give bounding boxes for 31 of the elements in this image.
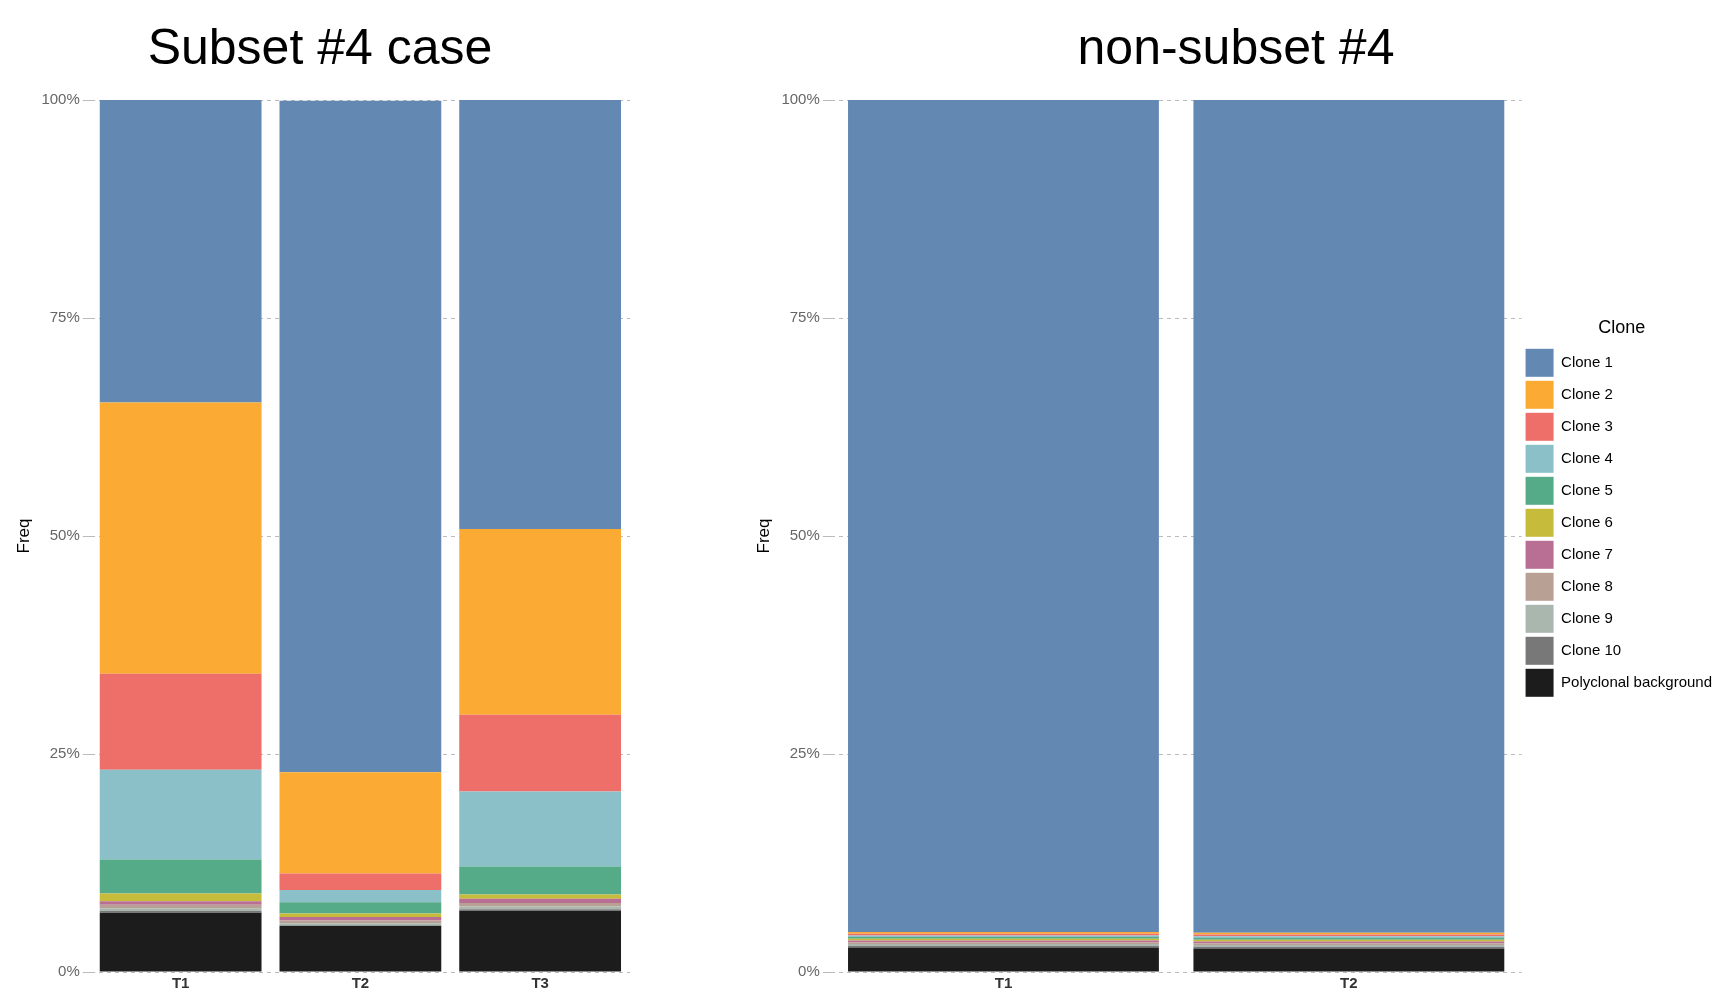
y-axis-title: Freq bbox=[13, 518, 33, 554]
legend-label: Clone 2 bbox=[1561, 384, 1613, 402]
y-tick-label: 25% bbox=[49, 744, 80, 762]
y-tick-label: 0% bbox=[58, 962, 80, 980]
x-tick-label: T2 bbox=[1340, 974, 1358, 992]
chart-title: Subset #4 case bbox=[147, 18, 493, 75]
legend-label: Clone 4 bbox=[1561, 448, 1613, 466]
legend-label: Clone 3 bbox=[1561, 416, 1613, 434]
legend-label: Clone 7 bbox=[1561, 544, 1613, 562]
legend-label: Clone 10 bbox=[1561, 640, 1622, 658]
y-tick-label: 75% bbox=[49, 308, 80, 326]
x-tick-label: T1 bbox=[171, 974, 190, 992]
x-tick-label: T2 bbox=[351, 974, 370, 992]
legend-label: Polyclonal background bbox=[1561, 672, 1713, 690]
y-tick-label: 100% bbox=[781, 90, 820, 108]
y-tick-label: 0% bbox=[798, 962, 820, 980]
legend-label: Clone 9 bbox=[1561, 608, 1613, 626]
chart-title: non-subset #4 bbox=[1077, 18, 1395, 75]
y-tick-label: 100% bbox=[41, 90, 80, 108]
legend-title: Clone bbox=[1598, 317, 1646, 338]
y-tick-label: 50% bbox=[789, 526, 820, 544]
legend-label: Clone 5 bbox=[1561, 480, 1613, 498]
y-tick-label: 50% bbox=[49, 526, 80, 544]
y-axis-title: Freq bbox=[753, 518, 773, 554]
legend-label: Clone 6 bbox=[1561, 512, 1613, 530]
y-tick-label: 25% bbox=[789, 744, 820, 762]
x-tick-label: T3 bbox=[531, 974, 549, 992]
x-tick-label: T1 bbox=[994, 974, 1013, 992]
legend-label: Clone 8 bbox=[1561, 576, 1613, 594]
legend-label: Clone 1 bbox=[1561, 352, 1613, 370]
y-tick-label: 75% bbox=[789, 308, 820, 326]
